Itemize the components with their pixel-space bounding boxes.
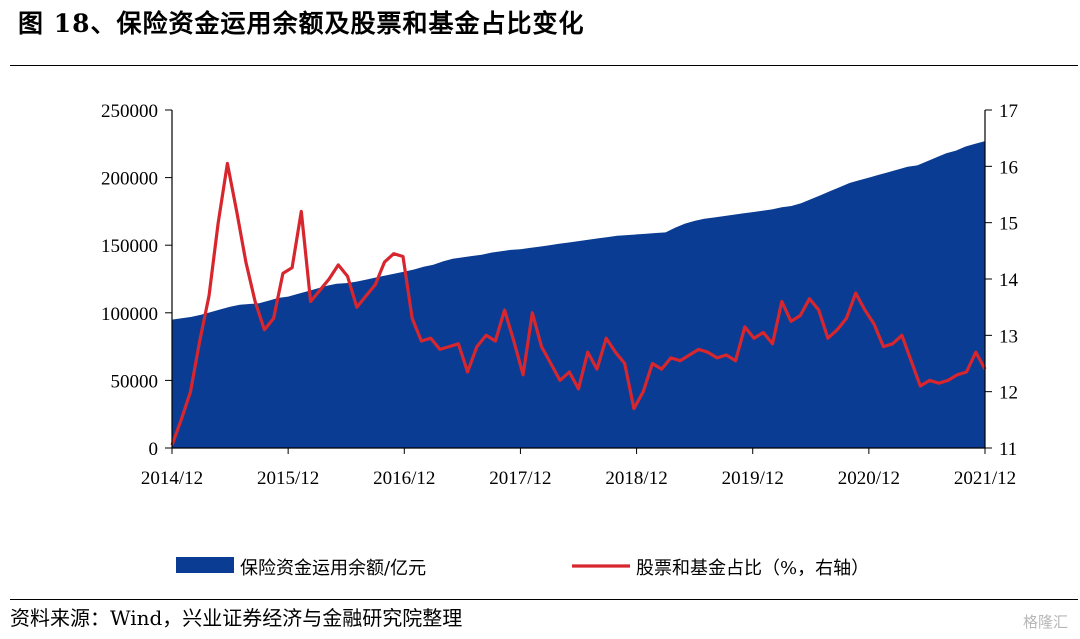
line-series-stock-fund-share (170, 161, 987, 446)
legend-label-area: 保险资金运用余额/亿元 (240, 558, 426, 579)
x-tick-label: 2014/12 (141, 468, 203, 489)
left-tick-label: 0 (149, 439, 159, 460)
right-tick-label: 14 (999, 270, 1019, 291)
plot-area (170, 131, 987, 448)
x-tick-label: 2016/12 (373, 468, 435, 489)
legend-label-line: 股票和基金占比（%，右轴） (636, 558, 869, 579)
source-note: 资料来源：Wind，兴业证券经济与金融研究院整理 (10, 606, 463, 630)
left-tick-label: 200000 (101, 169, 158, 190)
right-tick-label: 17 (999, 101, 1018, 122)
x-tick-label: 2015/12 (257, 468, 319, 489)
legend: 保险资金运用余额/亿元 股票和基金占比（%，右轴） (176, 557, 869, 579)
right-tick-label: 12 (999, 383, 1018, 404)
area-series-insurance-funds (172, 131, 985, 448)
source-divider (10, 599, 1078, 600)
x-tick-label: 2020/12 (838, 468, 900, 489)
chart-title: 图 18、保险资金运用余额及股票和基金占比变化 (18, 9, 585, 38)
left-tick-label: 150000 (101, 236, 158, 257)
x-tick-label: 2021/12 (954, 468, 1016, 489)
chart: 0 50000 100000 150000 200000 250000 11 12 13 14 15… (101, 101, 1019, 579)
legend-swatch-area (176, 557, 234, 573)
right-tick-label: 13 (999, 326, 1018, 347)
left-tick-label: 250000 (101, 101, 158, 122)
title-divider (10, 65, 1078, 66)
axes: 0 50000 100000 150000 200000 250000 11 12 13 14 15… (101, 101, 1019, 489)
x-tick-label: 2018/12 (605, 468, 667, 489)
right-tick-label: 15 (999, 214, 1018, 235)
right-tick-label: 11 (999, 439, 1017, 460)
right-tick-label: 16 (999, 157, 1018, 178)
left-tick-label: 100000 (101, 304, 158, 325)
watermark-logo: 格隆汇 (1022, 613, 1068, 631)
x-tick-label: 2017/12 (489, 468, 551, 489)
x-tick-label: 2019/12 (722, 468, 784, 489)
left-tick-label: 50000 (111, 371, 159, 392)
